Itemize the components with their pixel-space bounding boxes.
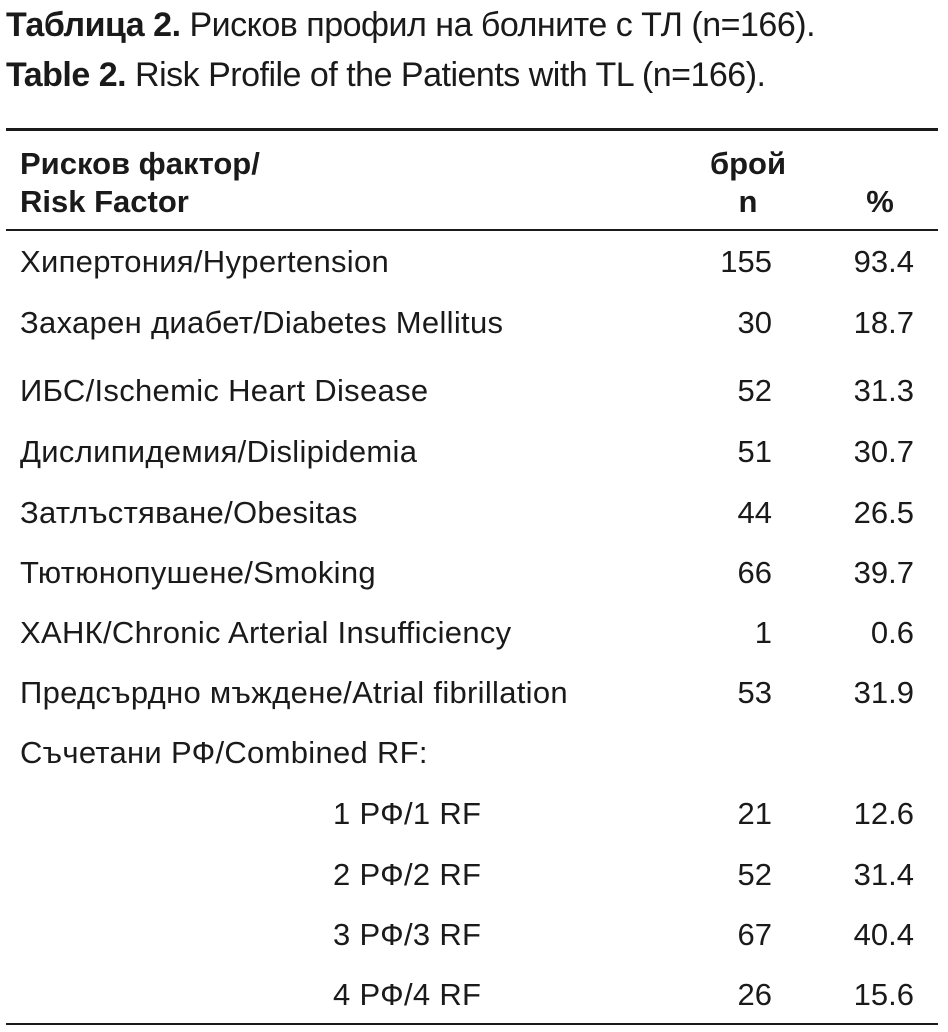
table-row: Затлъстяване/Obesitas 44 26.5: [0, 493, 948, 533]
risk-factor-name: Тютюнопушене/Smoking: [20, 555, 376, 590]
table-row: ХАНК/Chronic Arterial Insufficiency 1 0.…: [0, 613, 948, 653]
table-caption-english: Table 2. Risk Profile of the Patients wi…: [6, 55, 766, 95]
risk-factor-name: 3 РФ/3 RF: [333, 917, 482, 952]
patient-count: 52: [737, 857, 772, 892]
caption-label-bulgarian: Таблица 2.: [6, 6, 181, 44]
patient-count: 51: [737, 434, 772, 469]
patient-count: 30: [737, 305, 772, 340]
table-caption-bulgarian: Таблица 2. Рисков профил на болните с ТЛ…: [6, 5, 816, 45]
patient-count: 155: [720, 244, 772, 279]
header-count-english: n: [738, 184, 758, 219]
risk-factor-name: ИБС/Ischemic Heart Disease: [20, 373, 429, 408]
patient-count: 52: [737, 373, 772, 408]
risk-factor-name: ХАНК/Chronic Arterial Insufficiency: [20, 615, 512, 650]
risk-factor-name: Захарен диабет/Diabetes Mellitus: [20, 305, 504, 340]
table-row: Тютюнопушене/Smoking 66 39.7: [0, 553, 948, 593]
patient-percent: 12.6: [853, 796, 914, 831]
table-row: 2 РФ/2 RF 52 31.4: [0, 855, 948, 895]
header-risk-factor-english: Risk Factor: [20, 184, 189, 219]
header-percent: %: [866, 184, 894, 219]
patient-percent: 93.4: [853, 244, 914, 279]
risk-factor-name: Съчетани РФ/Combined RF:: [20, 735, 428, 770]
caption-text-bulgarian: Рисков профил на болните с ТЛ (n=166).: [180, 6, 816, 44]
caption-label-english: Table 2.: [6, 56, 127, 94]
table-row: 3 РФ/3 RF 67 40.4: [0, 915, 948, 955]
patient-percent: 39.7: [853, 555, 914, 590]
patient-percent: 0.6: [870, 615, 914, 650]
patient-percent: 31.3: [853, 373, 914, 408]
risk-factor-name: 2 РФ/2 RF: [333, 857, 482, 892]
patient-percent: 31.4: [853, 857, 914, 892]
table-row: Захарен диабет/Diabetes Mellitus 30 18.7: [0, 303, 948, 343]
patient-count: 21: [737, 796, 772, 831]
patient-count: 67: [737, 917, 772, 952]
patient-count: 66: [737, 555, 772, 590]
header-count-bulgarian: брой: [709, 146, 787, 181]
table-row: Предсърдно мъждене/Atrial fibrillation 5…: [0, 673, 948, 713]
header-risk-factor-bulgarian: Рисков фактор/: [20, 146, 260, 181]
risk-factor-name: 4 РФ/4 RF: [333, 977, 482, 1012]
patient-percent: 18.7: [853, 305, 914, 340]
patient-percent: 15.6: [853, 977, 914, 1012]
patient-percent: 26.5: [853, 495, 914, 530]
risk-factor-name: Затлъстяване/Obesitas: [20, 495, 358, 530]
patient-count: 53: [737, 675, 772, 710]
table-row: ИБС/Ischemic Heart Disease 52 31.3: [0, 371, 948, 411]
patient-percent: 40.4: [853, 917, 914, 952]
patient-percent: 30.7: [853, 434, 914, 469]
table-row: 1 РФ/1 RF 21 12.6: [0, 794, 948, 834]
patient-count: 44: [737, 495, 772, 530]
table-row: 4 РФ/4 RF 26 15.6: [0, 975, 948, 1015]
patient-percent: 31.9: [853, 675, 914, 710]
caption-text-english: Risk Profile of the Patients with TL (n=…: [126, 56, 766, 94]
risk-factor-name: Дислипидемия/Dislipidemia: [20, 434, 418, 469]
risk-factor-name: Предсърдно мъждене/Atrial fibrillation: [20, 675, 568, 710]
patient-count: 26: [737, 977, 772, 1012]
risk-factor-name: 1 РФ/1 RF: [333, 796, 482, 831]
table-header-rule: [6, 229, 938, 231]
table-row: Дислипидемия/Dislipidemia 51 30.7: [0, 432, 948, 472]
table-row: Хипертония/Hypertension 155 93.4: [0, 242, 948, 282]
risk-factor-name: Хипертония/Hypertension: [20, 244, 390, 279]
patient-count: 1: [754, 615, 772, 650]
table-row-group-heading: Съчетани РФ/Combined RF:: [0, 733, 948, 773]
table-top-rule: [6, 128, 938, 131]
table-bottom-rule: [6, 1023, 938, 1025]
